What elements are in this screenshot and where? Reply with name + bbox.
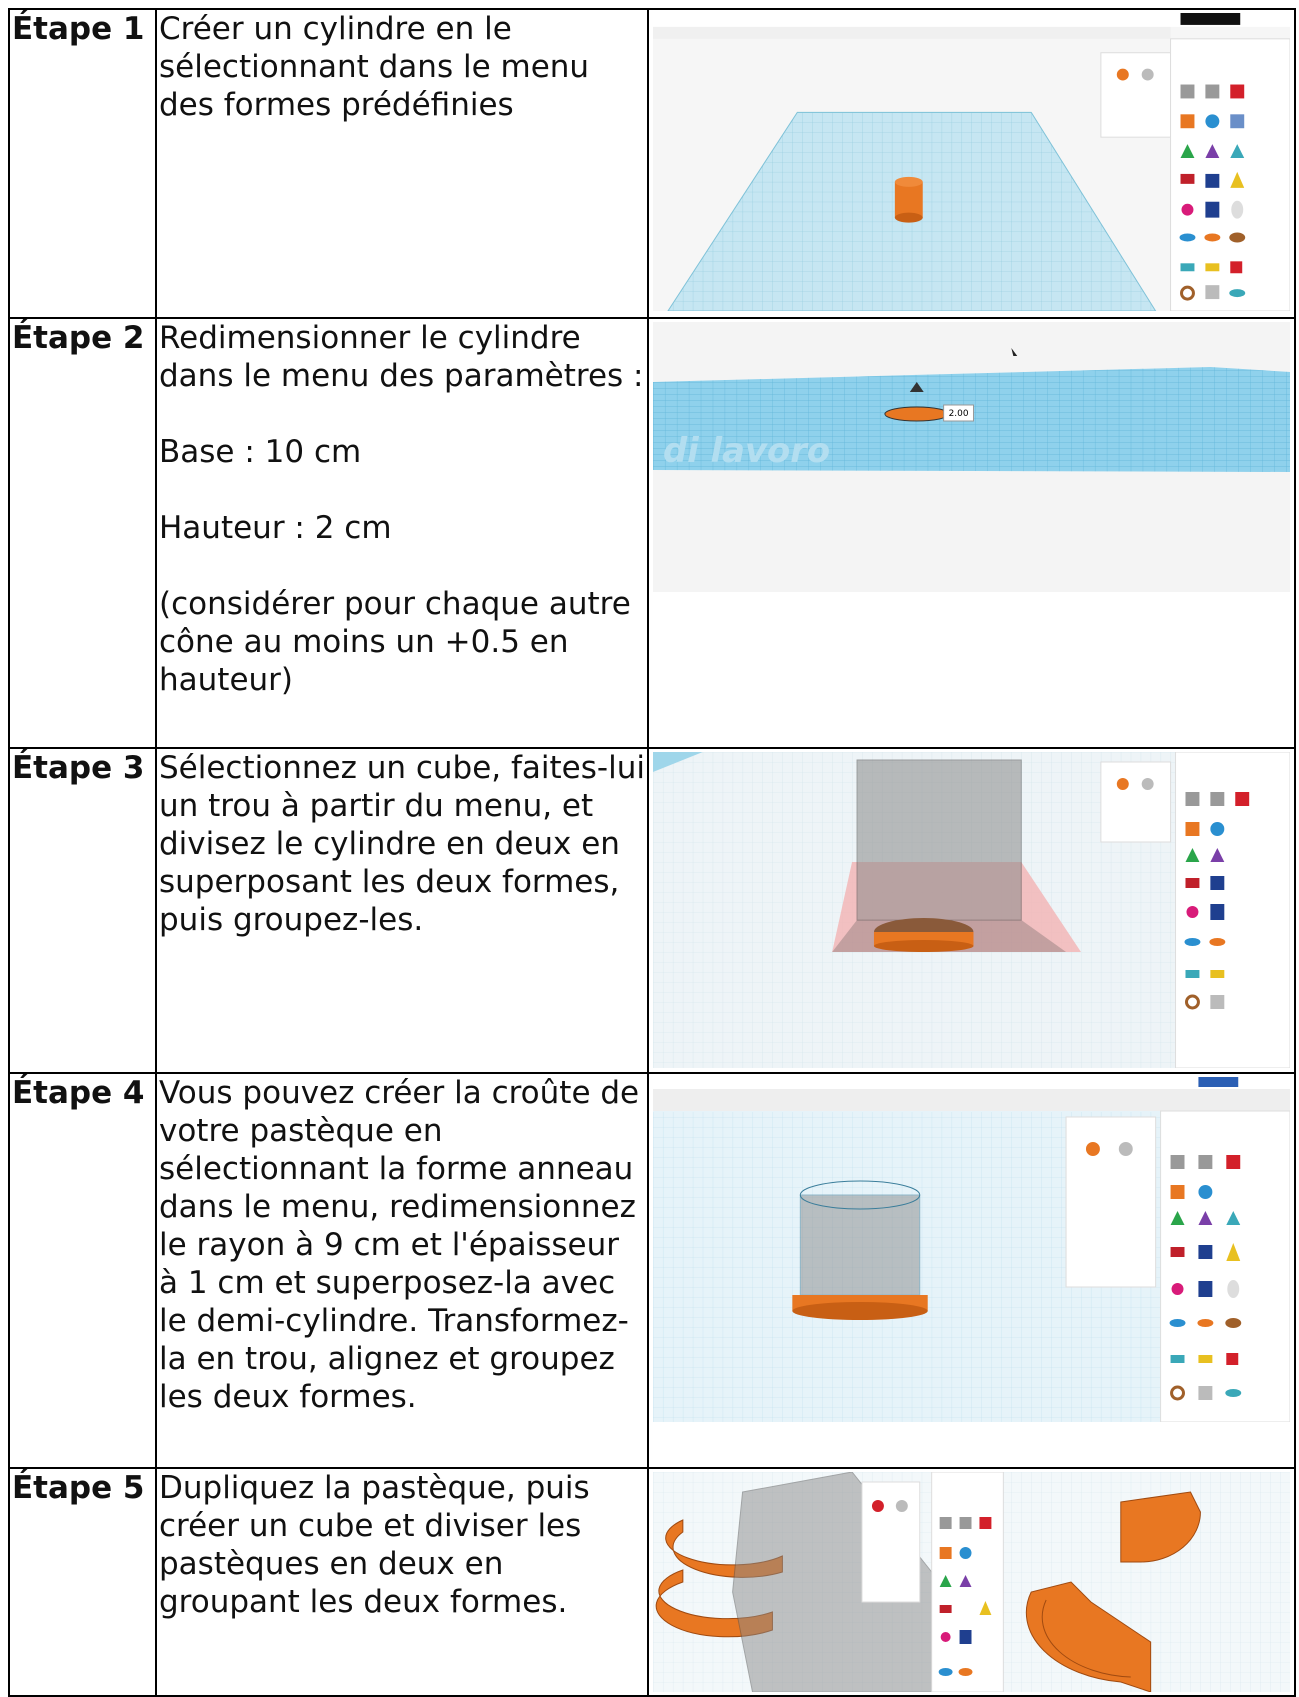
row: Étape 3 Sélectionnez un cube, faites-lui…	[8, 747, 1296, 1074]
screenshot	[653, 752, 1290, 1068]
paragraph: Redimensionner le cylindre dans le menu …	[159, 320, 644, 394]
screenshot-cell	[647, 1467, 1296, 1697]
row: Étape 1 Créer un cylindre en le sélectio…	[8, 8, 1296, 319]
row: Étape 2 Redimensionner le cylindre dans …	[8, 317, 1296, 749]
paragraph: (considérer pour chaque autre cône au mo…	[159, 586, 631, 698]
step-label: Étape 4	[8, 1072, 157, 1469]
paragraph: Vous pouvez créer la croûte de votre pas…	[159, 1075, 640, 1415]
step-label: Étape 5	[8, 1467, 157, 1697]
row: Étape 5 Dupliquez la pastèque, puis crée…	[8, 1467, 1296, 1697]
screenshot-cell	[647, 8, 1296, 319]
step-text: Sélectionnez un cube, faites-lui un trou…	[155, 747, 649, 1074]
screenshot-cell: di lavoro 2.00	[647, 317, 1296, 749]
paragraph: Hauteur : 2 cm	[159, 510, 392, 546]
step-label: Étape 2	[8, 317, 157, 749]
step-label: Étape 1	[8, 8, 157, 319]
step-text: Vous pouvez créer la croûte de votre pas…	[155, 1072, 649, 1469]
screenshot: di lavoro 2.00	[653, 322, 1290, 592]
screenshot	[653, 1077, 1290, 1422]
dimension-label: 2.00	[949, 409, 969, 419]
steps-table: Étape 1 Créer un cylindre en le sélectio…	[8, 8, 1296, 1697]
paragraph: Sélectionnez un cube, faites-lui un trou…	[159, 750, 645, 938]
paragraph: Dupliquez la pastèque, puis créer un cub…	[159, 1470, 590, 1620]
step-text: Créer un cylindre en le sélectionnant da…	[155, 8, 649, 319]
workplane-label: di lavoro	[663, 431, 830, 470]
step-label: Étape 3	[8, 747, 157, 1074]
paragraph: Créer un cylindre en le sélectionnant da…	[159, 11, 590, 123]
screenshot	[653, 13, 1290, 311]
screenshot	[653, 1472, 1290, 1692]
paragraph: Base : 10 cm	[159, 434, 362, 470]
step-text: Dupliquez la pastèque, puis créer un cub…	[155, 1467, 649, 1697]
step-text: Redimensionner le cylindre dans le menu …	[155, 317, 649, 749]
row: Étape 4 Vous pouvez créer la croûte de v…	[8, 1072, 1296, 1469]
screenshot-cell	[647, 1072, 1296, 1469]
screenshot-cell	[647, 747, 1296, 1074]
